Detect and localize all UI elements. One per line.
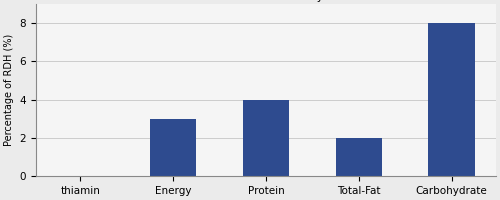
Y-axis label: Percentage of RDH (%): Percentage of RDH (%)	[4, 34, 14, 146]
Bar	[242, 100, 289, 176]
Bar	[336, 138, 382, 176]
Bar	[150, 119, 196, 176]
Bar	[428, 23, 475, 176]
Text: www.dietandfitnesstoday.com: www.dietandfitnesstoday.com	[182, 0, 350, 2]
